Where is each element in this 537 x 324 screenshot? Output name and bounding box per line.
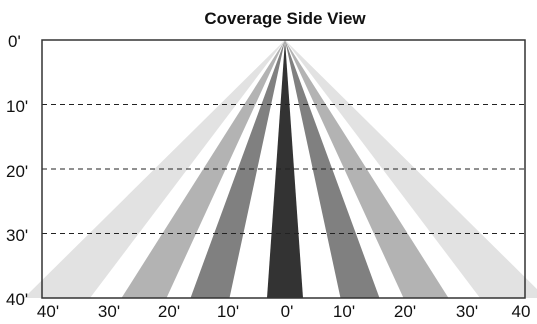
depth-label-0: 0' <box>8 32 21 51</box>
depth-axis: 0' 10' 20' 30' 40' <box>6 32 28 309</box>
width-label-left-20: 20' <box>158 302 180 321</box>
width-label-right-10: 10' <box>333 302 355 321</box>
plot-frame <box>41 39 526 299</box>
depth-label-40: 40' <box>6 290 28 309</box>
depth-label-30: 30' <box>6 226 28 245</box>
depth-label-20: 20' <box>6 162 28 181</box>
width-label-left-30: 30' <box>98 302 120 321</box>
width-label-right-20: 20' <box>394 302 416 321</box>
width-label-center-0: 0' <box>281 302 294 321</box>
width-label-left-10: 10' <box>217 302 239 321</box>
diagram-title: Coverage Side View <box>204 9 366 28</box>
width-axis: 40' 30' 20' 10' 0' 10' 20' 30' 40 <box>37 302 531 321</box>
width-label-right-40: 40 <box>512 302 531 321</box>
depth-label-10: 10' <box>6 97 28 116</box>
width-label-left-40: 40' <box>37 302 59 321</box>
width-label-right-30: 30' <box>456 302 478 321</box>
